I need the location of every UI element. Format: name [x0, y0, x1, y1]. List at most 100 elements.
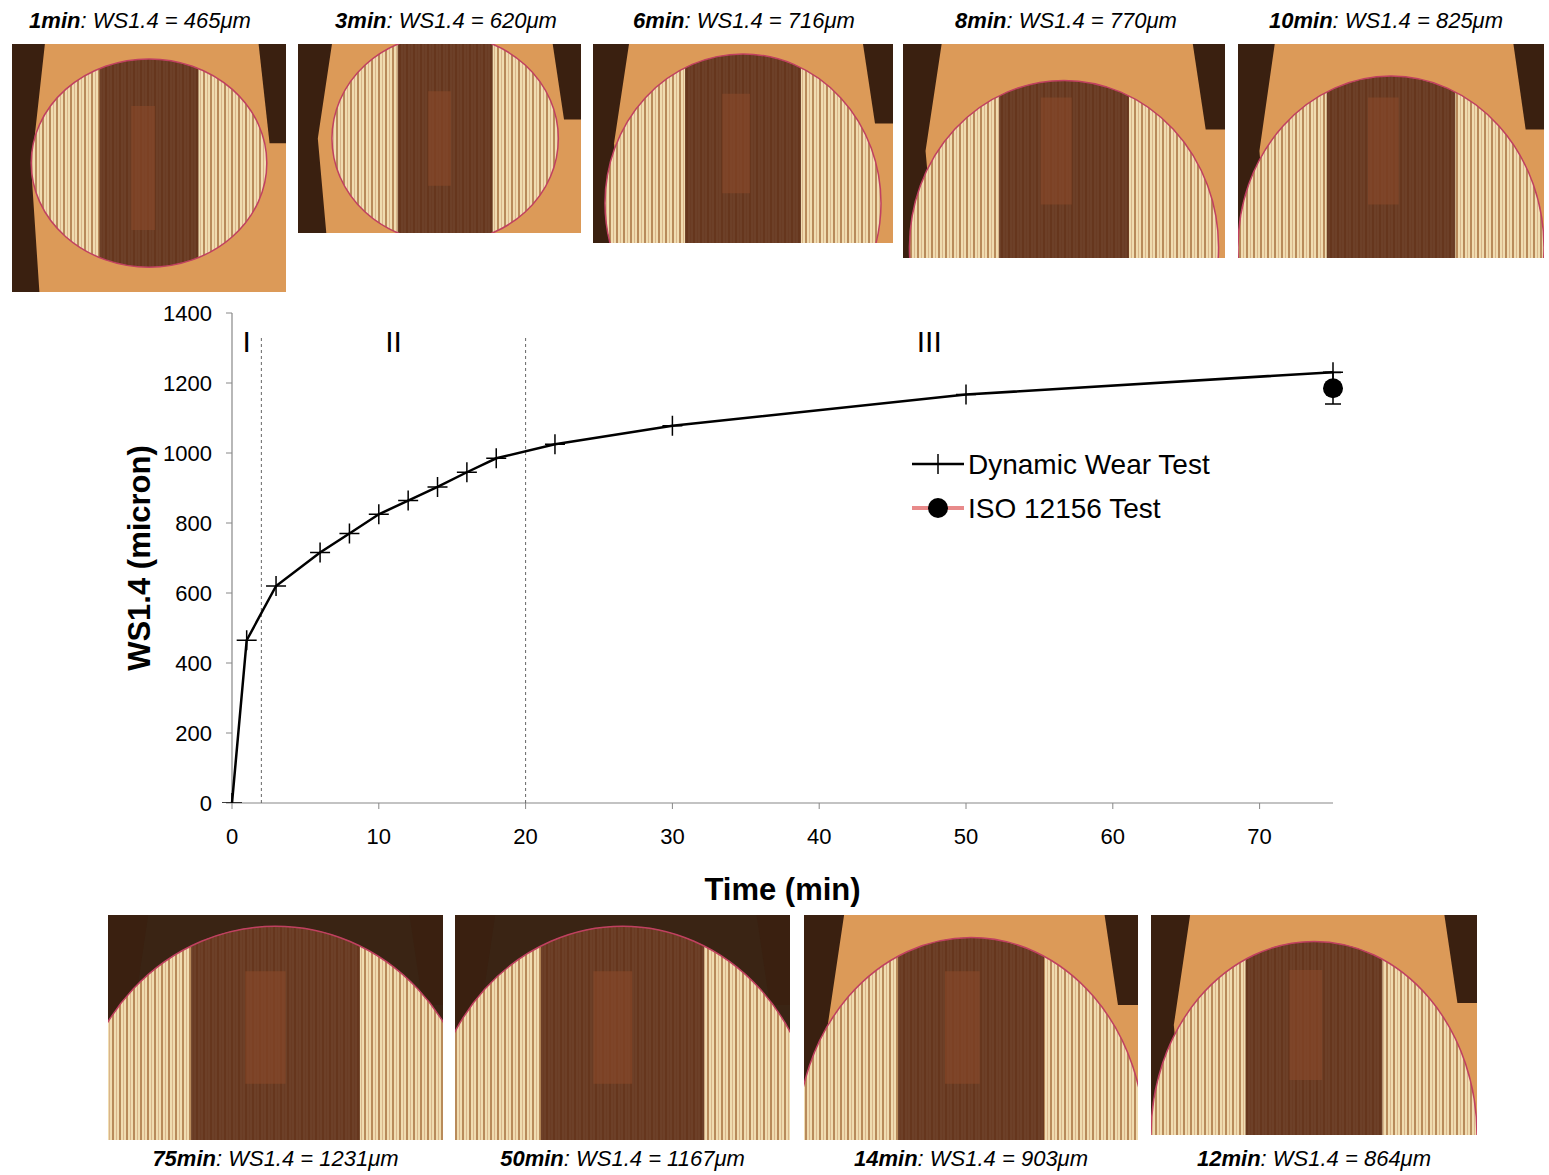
scar-patch: [593, 971, 632, 1084]
caption-value: : WS1.4 = 465μm: [80, 8, 250, 33]
micrograph: [298, 35, 581, 243]
micro-body: [804, 915, 1138, 1140]
figure: 1min: WS1.4 = 465μm 3min: WS1.4 = 620μm 6m…: [0, 0, 1549, 1175]
y-tick-label: 400: [175, 651, 212, 676]
y-tick: [226, 733, 232, 734]
scar-stripes: [455, 915, 790, 1140]
scar-stripes: [1151, 915, 1477, 1135]
micrograph-caption: 50min: WS1.4 = 1167μm: [500, 1146, 745, 1171]
scar-dark-band: [999, 44, 1129, 258]
micrograph-caption: 8min: WS1.4 = 770μm: [955, 8, 1177, 33]
scar-stripes: [593, 44, 893, 243]
scar-dark-band: [100, 44, 199, 292]
data-point: [457, 462, 477, 482]
y-tick-label: 1000: [163, 441, 212, 466]
micro-background: [593, 44, 893, 243]
scar: [903, 44, 1225, 258]
legend: Dynamic Wear TestISO 12156 Test: [912, 449, 1210, 524]
scar: [108, 915, 443, 1140]
micrograph: [1238, 44, 1544, 419]
scar-dark-band: [898, 915, 1044, 1140]
micrograph-caption: 75min: WS1.4 = 1231μm: [152, 1146, 398, 1171]
micro-debris: [259, 44, 286, 143]
caption-time: 14min: [854, 1146, 918, 1171]
scar-edge: [1238, 76, 1544, 258]
micro-body: [455, 915, 790, 1140]
caption-value: : WS1.4 = 716μm: [684, 8, 854, 33]
y-axis-title: WS1.4 (micron): [122, 445, 157, 671]
data-point: [398, 491, 418, 511]
micrograph: [1151, 915, 1477, 1175]
micro-body: [12, 44, 286, 292]
data-point: [486, 448, 506, 468]
scar-edge: [1151, 941, 1477, 1135]
micro-background: [108, 915, 443, 1140]
scar-stripes: [12, 44, 286, 292]
scar-dark-band: [685, 44, 801, 243]
micro-background: [903, 44, 1225, 258]
micro-body: [593, 44, 893, 243]
scar-stripes: [298, 44, 581, 233]
y-tick-label: 1400: [163, 301, 212, 326]
scar-stripes: [108, 915, 443, 1140]
x-tick: [819, 803, 820, 809]
region-label: III: [917, 325, 942, 358]
micro-body: [108, 915, 443, 1140]
caption-value: : WS1.4 = 1167μm: [564, 1146, 745, 1171]
x-tick: [672, 803, 673, 809]
data-point: [266, 576, 286, 596]
y-tick-label: 800: [175, 511, 212, 536]
y-tick-label: 0: [200, 791, 212, 816]
caption-value: : WS1.4 = 825μm: [1333, 8, 1503, 33]
data-point: [237, 630, 257, 650]
x-axis-title: Time (min): [704, 872, 860, 907]
caption-value: : WS1.4 = 620μm: [386, 8, 556, 33]
x-tick-label: 70: [1247, 824, 1271, 849]
data-point: [545, 434, 565, 454]
y-tick-label: 200: [175, 721, 212, 746]
scar-edge: [108, 926, 443, 1140]
x-tick-label: 20: [513, 824, 537, 849]
scar: [593, 44, 893, 243]
data-point: [1323, 378, 1343, 398]
y-tick-label: 600: [175, 581, 212, 606]
micro-body: [298, 44, 581, 233]
caption-time: 6min: [633, 8, 684, 33]
micrograph: [428, 915, 817, 1175]
scar-dark-band: [191, 915, 360, 1140]
micro-background: [455, 915, 790, 1140]
micrograph: [797, 915, 1144, 1175]
scar-stripes: [804, 915, 1138, 1140]
y-tick-label: 1200: [163, 371, 212, 396]
y-tick: [226, 593, 232, 594]
caption-value: : WS1.4 = 770μm: [1006, 8, 1176, 33]
micrograph-caption: 6min: WS1.4 = 716μm: [633, 8, 855, 33]
data-point: [339, 524, 359, 544]
micro-background: [12, 44, 286, 292]
scar-patch: [428, 91, 451, 186]
scar-edge: [31, 59, 267, 267]
micrograph-caption: 14min: WS1.4 = 903μm: [854, 1146, 1088, 1171]
scar-edge: [909, 80, 1218, 258]
x-tick: [966, 803, 967, 809]
scar-edge: [605, 54, 881, 243]
x-tick: [378, 803, 379, 809]
micro-body: [903, 44, 1225, 258]
y-tick: [226, 383, 232, 384]
micrograph-caption: 10min: WS1.4 = 825μm: [1269, 8, 1503, 33]
caption-value: : WS1.4 = 864μm: [1261, 1146, 1431, 1171]
scar-patch: [131, 106, 155, 230]
micro-background: [298, 44, 581, 233]
scar-patch: [1368, 98, 1399, 205]
x-tick-label: 30: [660, 824, 684, 849]
scar-patch: [245, 971, 285, 1084]
micrograph-caption: 1min: WS1.4 = 465μm: [29, 8, 251, 33]
x-tick: [1259, 803, 1260, 809]
micrograph-caption: 3min: WS1.4 = 620μm: [335, 8, 557, 33]
micrograph: [903, 44, 1225, 414]
scar: [298, 44, 581, 233]
caption-value: : WS1.4 = 903μm: [918, 1146, 1088, 1171]
x-tick-label: 10: [367, 824, 391, 849]
x-tick-label: 50: [954, 824, 978, 849]
x-tick-label: 0: [226, 824, 238, 849]
